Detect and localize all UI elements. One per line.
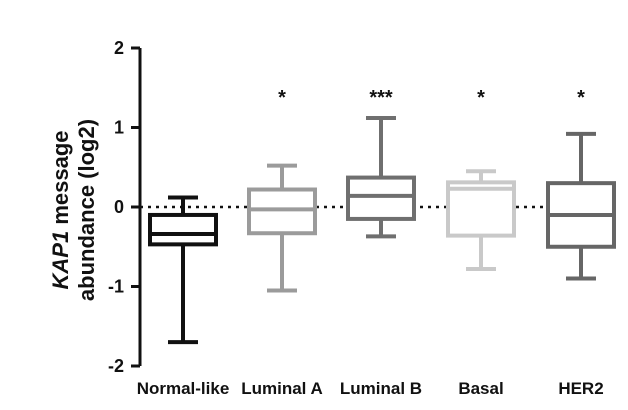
y-axis: 2 1 0 -1 -2: [108, 38, 142, 376]
iqr-box: [148, 212, 218, 247]
x-category-label: Normal-like: [137, 379, 230, 398]
x-category-label: Luminal B: [340, 379, 422, 398]
y-axis-title-line: abundance (log2): [74, 119, 99, 301]
box-luminal-b: ***: [346, 87, 416, 239]
y-tick-label: -1: [108, 277, 124, 297]
y-axis-label: KAP1 message abundance (log2): [48, 119, 99, 301]
y-axis-title-part: KAP1: [48, 231, 73, 290]
y-tick-label: 2: [114, 38, 124, 58]
significance-marker: *: [278, 87, 286, 109]
y-axis-title-line: KAP1 message: [48, 131, 73, 290]
box-normal-like: [148, 195, 218, 345]
iqr-box: [446, 180, 516, 238]
y-tick-label: -2: [108, 356, 124, 376]
box-her2: *: [546, 87, 616, 281]
box-luminal-a: *: [247, 87, 317, 293]
box-plot-series: * *** * *: [148, 87, 616, 345]
x-category-label: Luminal A: [241, 379, 323, 398]
iqr-box: [346, 175, 416, 221]
y-tick-label: 0: [114, 197, 124, 217]
y-axis-title-part: abundance (log2): [74, 119, 99, 301]
x-axis-labels: Normal-like Luminal A Luminal B Basal HER2: [137, 379, 604, 398]
x-category-label: HER2: [558, 379, 603, 398]
significance-marker: *: [477, 87, 485, 109]
y-axis-title-part: message: [48, 131, 73, 231]
significance-marker: *: [577, 87, 585, 109]
y-tick-label: 1: [114, 118, 124, 138]
significance-marker: ***: [369, 87, 393, 109]
x-category-label: Basal: [458, 379, 503, 398]
box-basal: *: [446, 87, 516, 272]
